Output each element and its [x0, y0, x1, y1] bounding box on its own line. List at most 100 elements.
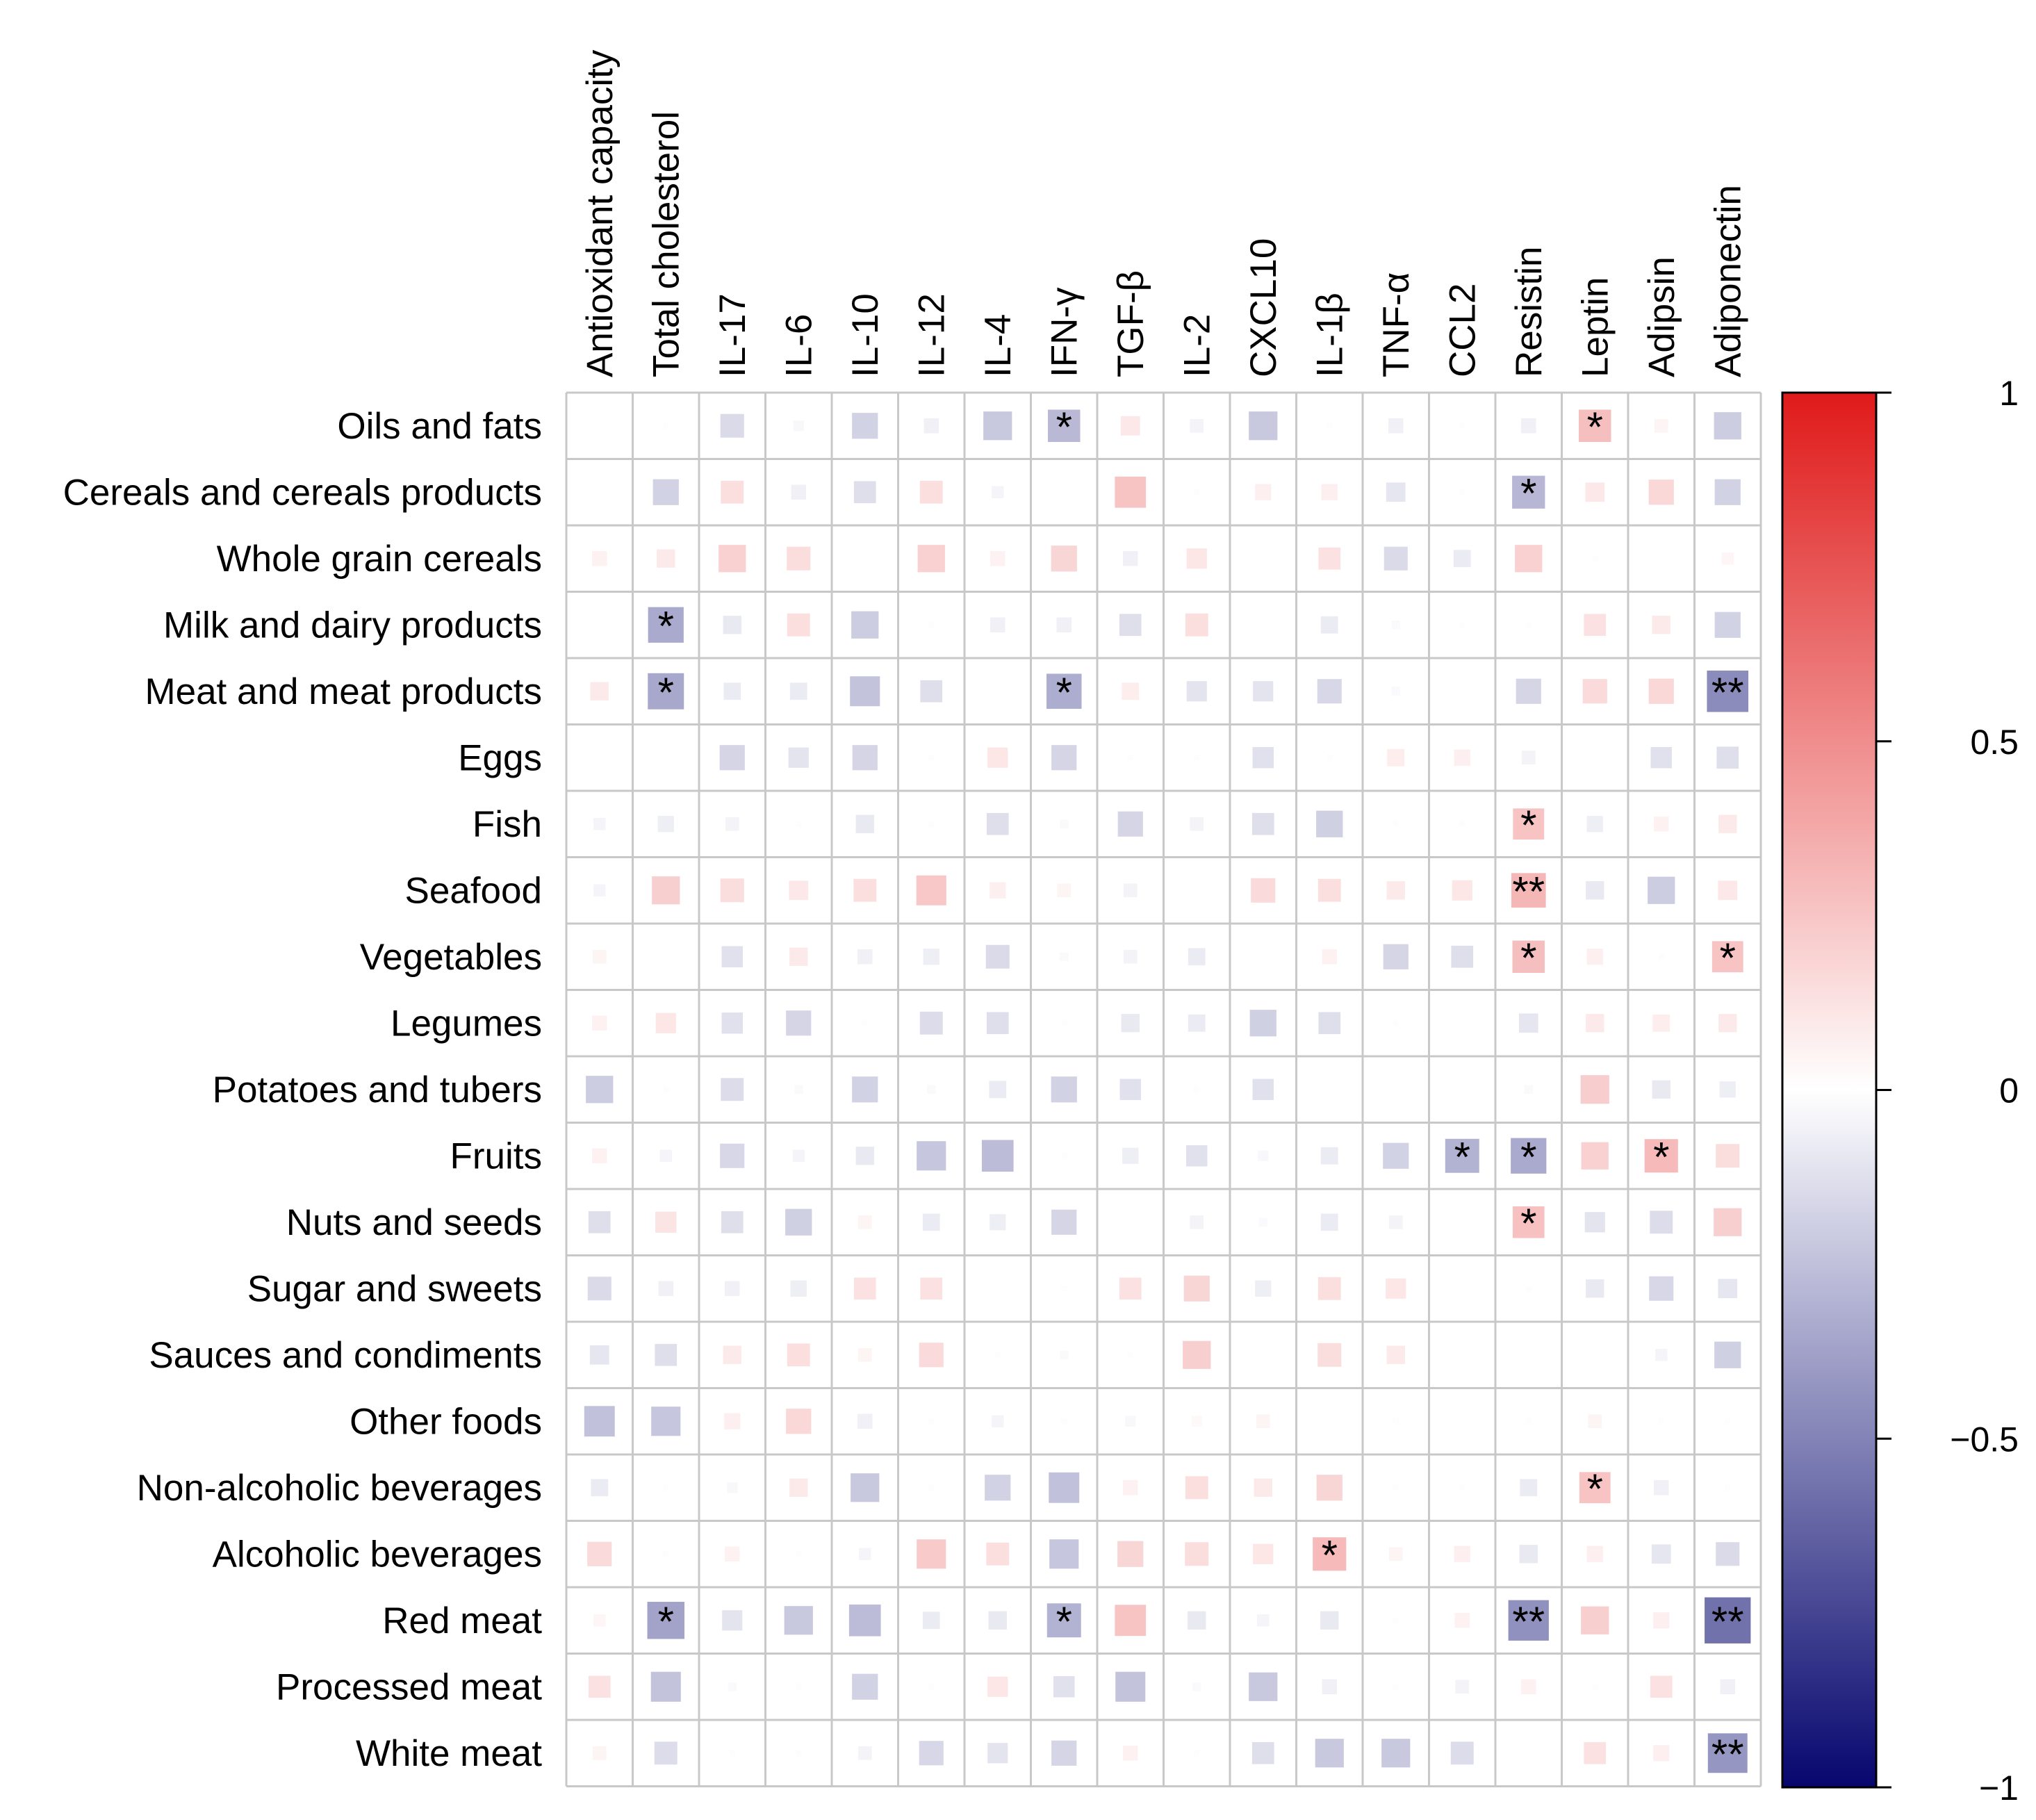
cell-cereals-and-cereals-products-ccl2: [1459, 489, 1466, 495]
cell-legumes-cxcl10: [1249, 1010, 1276, 1037]
cell-seafood-il-1: [1317, 878, 1341, 902]
cell-eggs-tnf: [1387, 748, 1405, 766]
cell-fish-antioxidant-capacity: [593, 817, 606, 830]
cell-white-meat-cxcl10: [1251, 1741, 1274, 1764]
significance-marker: **: [1512, 1598, 1545, 1645]
cell-eggs-il-4: [987, 747, 1008, 768]
column-label: IL-10: [845, 293, 886, 377]
cell-whole-grain-cereals-resistin: [1515, 545, 1543, 573]
cell-seafood-tnf: [1386, 881, 1405, 900]
cell-oils-and-fats-il-2: [1190, 418, 1204, 433]
cell-oils-and-fats-ccl2: [1459, 423, 1466, 429]
cell-seafood-il-2: [1194, 888, 1199, 893]
cell-alcoholic-beverages-ifn: [1049, 1539, 1079, 1569]
cell-milk-and-dairy-products-ccl2: [1459, 621, 1466, 628]
cell-non-alcoholic-beverages-antioxidant-capacity: [591, 1479, 609, 1497]
significance-marker: *: [1056, 1598, 1072, 1645]
cell-seafood-resistin: [1511, 873, 1546, 908]
cell-other-foods-cxcl10: [1256, 1414, 1270, 1429]
cell-white-meat-il-2: [1193, 1750, 1200, 1757]
cell-sauces-and-condiments-il-1: [1317, 1343, 1342, 1367]
cell-red-meat-total-cholesterol: [647, 1602, 684, 1639]
row-label: Sauces and condiments: [149, 1335, 542, 1376]
cell-white-meat-resistin: [1526, 1751, 1531, 1755]
cell-milk-and-dairy-products-il-1: [1320, 616, 1338, 634]
cell-alcoholic-beverages-il-2: [1185, 1542, 1209, 1566]
cell-cereals-and-cereals-products-antioxidant-capacity: [597, 490, 602, 495]
heatmap-cells: [584, 409, 1751, 1773]
cell-sugar-and-sweets-antioxidant-capacity: [587, 1277, 611, 1301]
cell-milk-and-dairy-products-il-4: [990, 617, 1005, 633]
row-label: Processed meat: [276, 1666, 542, 1707]
cell-sugar-and-sweets-ifn: [1060, 1285, 1067, 1292]
cell-red-meat-il-10: [848, 1604, 881, 1637]
cell-seafood-ifn: [1057, 883, 1072, 898]
cell-cereals-and-cereals-products-tgf: [1115, 476, 1147, 508]
cell-eggs-il-12: [928, 754, 935, 761]
cell-eggs-cxcl10: [1252, 747, 1274, 769]
cell-meat-and-meat-products-tnf: [1391, 687, 1400, 696]
cell-white-meat-adipsin: [1653, 1745, 1670, 1762]
cell-alcoholic-beverages-leptin: [1586, 1546, 1603, 1562]
cell-meat-and-meat-products-total-cholesterol: [648, 673, 684, 710]
cell-cereals-and-cereals-products-resistin: [1512, 475, 1545, 509]
cell-fruits-adiponectin: [1716, 1144, 1740, 1168]
cell-eggs-il-2: [1193, 754, 1200, 761]
row-label: Eggs: [458, 737, 542, 778]
cell-red-meat-tnf: [1393, 1617, 1399, 1624]
cell-seafood-adipsin: [1648, 876, 1675, 904]
cell-eggs-adipsin: [1650, 747, 1672, 769]
cell-vegetables-ifn: [1060, 952, 1069, 961]
cell-legumes-ccl2: [1460, 1021, 1465, 1026]
column-label: IL-2: [1176, 314, 1217, 377]
cell-sauces-and-condiments-total-cholesterol: [655, 1343, 678, 1366]
cell-whole-grain-cereals-adiponectin: [1721, 552, 1734, 565]
cell-oils-and-fats-antioxidant-capacity: [597, 423, 602, 428]
cell-seafood-total-cholesterol: [652, 876, 680, 905]
row-label: Milk and dairy products: [163, 605, 542, 646]
cell-eggs-leptin: [1593, 755, 1598, 760]
row-label: Cereals and cereals products: [63, 472, 542, 513]
column-label: IL-4: [978, 314, 1019, 377]
cell-sugar-and-sweets-il-10: [853, 1277, 876, 1300]
cell-processed-meat-cxcl10: [1249, 1672, 1278, 1701]
colorbar-tick-label: −0.5: [1950, 1420, 2019, 1459]
cell-sugar-and-sweets-il-4: [995, 1286, 1000, 1291]
cell-cereals-and-cereals-products-leptin: [1585, 482, 1605, 502]
significance-marker: *: [1587, 1466, 1603, 1512]
cell-milk-and-dairy-products-il-6: [787, 613, 810, 637]
cell-sugar-and-sweets-tgf: [1119, 1277, 1142, 1300]
cell-legumes-il-10: [862, 1019, 869, 1026]
cell-fruits-cxcl10: [1258, 1150, 1269, 1161]
cell-fish-adipsin: [1653, 816, 1669, 832]
cell-seafood-il-17: [720, 878, 744, 903]
cell-processed-meat-il-10: [852, 1673, 878, 1700]
cell-milk-and-dairy-products-il-2: [1185, 613, 1208, 637]
cell-eggs-antioxidant-capacity: [597, 755, 602, 760]
significance-markers: * **** * ****** ** * ***** * ** ****: [658, 404, 1744, 1778]
cell-sauces-and-condiments-il-10: [857, 1347, 872, 1362]
cell-non-alcoholic-beverages-ifn: [1049, 1472, 1080, 1503]
cell-sauces-and-condiments-tgf: [1127, 1352, 1134, 1359]
cell-oils-and-fats-il-6: [793, 420, 804, 432]
cell-cereals-and-cereals-products-total-cholesterol: [652, 479, 679, 505]
cell-vegetables-il-2: [1188, 948, 1206, 966]
significance-marker: *: [1322, 1532, 1338, 1578]
cell-non-alcoholic-beverages-il-4: [985, 1475, 1011, 1501]
cell-milk-and-dairy-products-adiponectin: [1714, 612, 1741, 638]
cell-white-meat-tnf: [1381, 1739, 1411, 1768]
cell-meat-and-meat-products-ifn: [1046, 673, 1082, 709]
cell-legumes-antioxidant-capacity: [591, 1015, 607, 1031]
cell-meat-and-meat-products-il-6: [789, 682, 807, 700]
cell-processed-meat-ccl2: [1455, 1680, 1470, 1694]
cell-potatoes-and-tubers-tnf: [1393, 1087, 1398, 1092]
cell-seafood-il-4: [990, 882, 1006, 899]
colorbar-tick-label: 0: [1999, 1072, 2019, 1110]
cell-whole-grain-cereals-antioxidant-capacity: [591, 550, 607, 566]
cell-white-meat-leptin: [1584, 1741, 1607, 1764]
cell-whole-grain-cereals-total-cholesterol: [657, 549, 675, 568]
cell-whole-grain-cereals-il-10: [862, 556, 867, 561]
cell-sugar-and-sweets-il-2: [1183, 1275, 1210, 1302]
cell-legumes-il-2: [1188, 1014, 1206, 1032]
